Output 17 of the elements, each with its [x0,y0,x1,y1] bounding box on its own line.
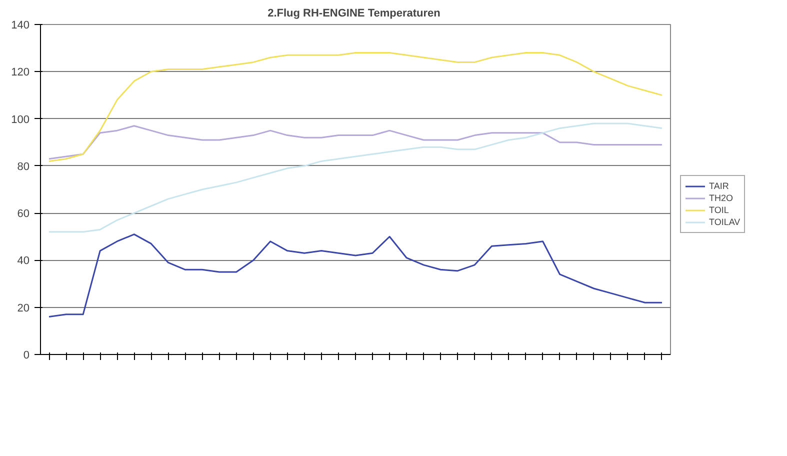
y-tick-label: 0 [23,350,30,362]
legend-label: TAIR [709,180,729,192]
legend-label: TOILAV [709,216,740,228]
y-tick-label: 140 [11,20,30,32]
line-series [48,122,663,233]
y-tick-label: 60 [17,208,30,220]
line-series [48,52,663,162]
y-tick-label: 20 [17,302,30,314]
line-series [48,234,663,318]
chart-title: 2.Flug RH-ENGINE Temperaturen [268,8,441,20]
line-series [48,125,663,160]
legend-label: TOIL [709,204,729,216]
y-tick-label: 40 [17,255,30,268]
y-tick-label: 100 [11,114,30,126]
y-tick-label: 80 [17,160,30,173]
y-tick-label: 120 [11,66,30,79]
legend-label: TH2O [709,192,734,204]
